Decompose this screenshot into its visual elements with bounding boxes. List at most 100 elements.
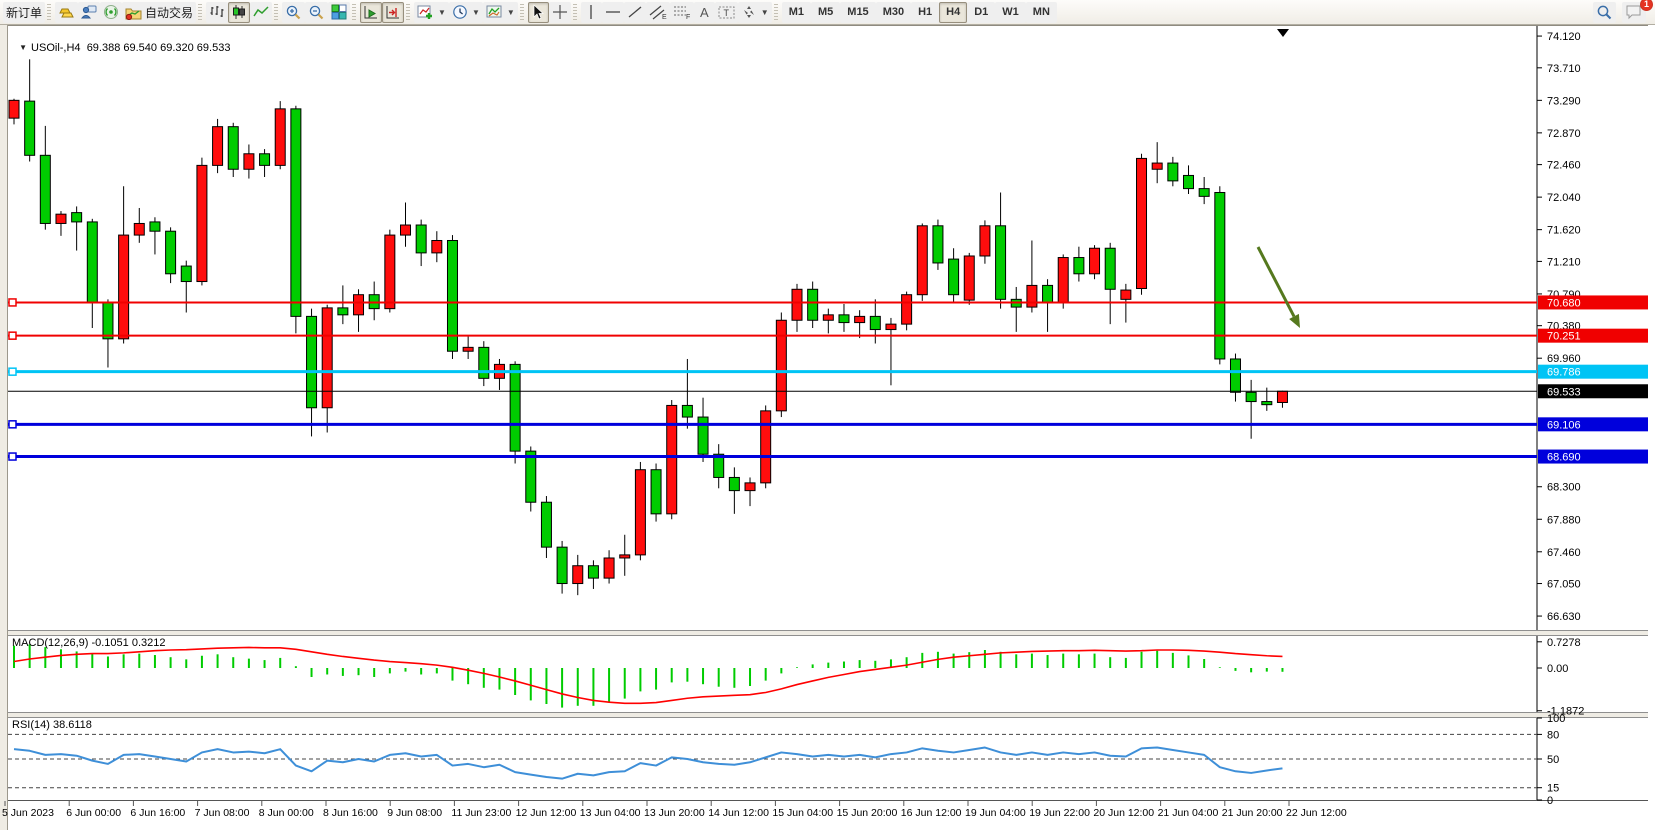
svg-text:9 Jun 08:00: 9 Jun 08:00 [387, 807, 442, 819]
line-anchor-marker[interactable] [8, 298, 17, 307]
timeframe-w1-button[interactable]: W1 [995, 1, 1026, 23]
cursor-icon [533, 4, 545, 20]
timeframe-mn-button[interactable]: MN [1025, 1, 1057, 23]
svg-text:80: 80 [1547, 729, 1559, 741]
auto-scroll-button[interactable] [360, 1, 383, 23]
toolbar-grip [572, 4, 577, 20]
tile-windows-button[interactable] [328, 1, 351, 23]
gold-ingot-icon [59, 8, 74, 17]
svg-text:100: 100 [1547, 713, 1565, 725]
timeframe-m15-button[interactable]: M15 [840, 1, 876, 23]
timeframe-d1-button[interactable]: D1 [967, 1, 996, 23]
templates-button[interactable]: ▼ [482, 1, 518, 23]
svg-text:19 Jun 22:00: 19 Jun 22:00 [1029, 807, 1090, 819]
svg-text:14 Jun 12:00: 14 Jun 12:00 [708, 807, 769, 819]
svg-text:5 Jun 2023: 5 Jun 2023 [2, 807, 54, 819]
crosshair-button[interactable] [548, 1, 571, 23]
zoom-in-icon [286, 5, 301, 20]
svg-text:68.690: 68.690 [1547, 452, 1581, 464]
svg-text:67.460: 67.460 [1547, 547, 1581, 559]
search-button[interactable] [1593, 1, 1616, 23]
timeframe-m30-button[interactable]: M30 [875, 1, 912, 23]
chart-shift-marker[interactable] [1277, 29, 1289, 37]
price-axis[interactable]: 74.120 73.710 73.290 72.870 72.460 72.040 71.6… [1537, 31, 1581, 623]
timeframe-group: M1 M5 M15 M30 H1 H4 D1 W1 MN [781, 1, 1057, 23]
timeframe-h4-button[interactable]: H4 [939, 1, 968, 23]
svg-text:0.7278: 0.7278 [1547, 637, 1581, 649]
price-line-axis-label [1538, 328, 1648, 343]
line-anchor-marker[interactable] [8, 331, 17, 340]
trendline-icon [628, 6, 642, 18]
price-line-axis-label [1538, 364, 1648, 379]
deposit-button[interactable] [55, 1, 79, 23]
zoom-out-button[interactable] [305, 1, 329, 23]
time-axis[interactable]: 5 Jun 2023 6 Jun 00:00 6 Jun 16:00 7 Jun 08… [2, 801, 1347, 819]
new-order-button[interactable]: 新订单 [3, 1, 46, 23]
chart-shift-button[interactable] [382, 1, 405, 23]
channel-button[interactable]: E [645, 1, 670, 23]
text-label-button[interactable]: T [714, 1, 738, 23]
chart-symbol-label[interactable]: ▼ USOil-,H4 69.388 69.540 69.320 69.533 [13, 30, 230, 54]
svg-text:6 Jun 16:00: 6 Jun 16:00 [130, 807, 185, 819]
equidistant-channel-icon: E [649, 5, 667, 20]
text-button[interactable]: A [693, 1, 715, 23]
line-chart-button[interactable] [250, 1, 273, 23]
svg-text:6 Jun 00:00: 6 Jun 00:00 [66, 807, 121, 819]
template-icon [486, 5, 502, 18]
clock-icon [453, 5, 467, 19]
svg-text:50: 50 [1547, 754, 1559, 766]
line-anchor-marker[interactable] [8, 367, 17, 376]
horizontal-line-button[interactable] [601, 1, 624, 23]
price-line-axis-label [1538, 295, 1648, 310]
vertical-line-button[interactable] [580, 1, 602, 23]
notification-badge: 1 [1640, 0, 1653, 11]
indicators-button[interactable]: ▼ [414, 1, 449, 23]
rsi-pane: 100 80 50 150 [8, 713, 1565, 807]
candles-chart-button[interactable] [228, 1, 251, 23]
price-line-axis-label [1538, 384, 1648, 399]
zoom-in-button[interactable] [282, 1, 306, 23]
svg-text:67.050: 67.050 [1547, 579, 1581, 591]
arrows-tool-button[interactable]: ▼ [737, 1, 772, 23]
symbol-name: USOil-,H4 [31, 42, 81, 54]
community-button[interactable] [78, 1, 101, 23]
fibonacci-button[interactable]: F [669, 1, 694, 23]
svg-text:73.290: 73.290 [1547, 95, 1581, 107]
svg-text:19 Jun 04:00: 19 Jun 04:00 [965, 807, 1026, 819]
line-anchor-marker[interactable] [8, 420, 17, 429]
auto-scroll-icon [364, 6, 378, 19]
timeframe-m5-button[interactable]: M5 [811, 1, 841, 23]
timeframe-m1-button[interactable]: M1 [781, 1, 811, 23]
macd-indicator-label: MACD(12,26,9) -0.1051 0.3212 [12, 637, 166, 649]
trendline-button[interactable] [623, 1, 646, 23]
cursor-button[interactable] [527, 1, 549, 23]
svg-text:0: 0 [1547, 795, 1553, 807]
svg-text:67.880: 67.880 [1547, 514, 1581, 526]
svg-text:72.040: 72.040 [1547, 192, 1581, 204]
horizontal-lines-layer[interactable]: 70.680 70.251 69.786 69.533 69.106 68.690 [8, 295, 1648, 464]
trend-arrow-annotation[interactable] [1256, 246, 1300, 328]
toolbar-grip [198, 4, 203, 20]
periods-button[interactable]: ▼ [448, 1, 483, 23]
svg-text:11 Jun 23:00: 11 Jun 23:00 [451, 807, 511, 819]
svg-text:69.533: 69.533 [1547, 386, 1581, 398]
svg-text:72.460: 72.460 [1547, 160, 1581, 172]
svg-text:70.680: 70.680 [1547, 297, 1581, 309]
bars-chart-button[interactable] [206, 1, 229, 23]
auto-trading-icon [125, 8, 142, 20]
svg-text:69.786: 69.786 [1547, 367, 1581, 379]
auto-trading-button[interactable]: 自动交易 [122, 1, 197, 23]
chevron-down-icon: ▼ [471, 7, 480, 17]
toolbar-right-group: 1 [1593, 0, 1653, 23]
line-anchor-marker[interactable] [8, 452, 17, 461]
svg-text:66.630: 66.630 [1547, 611, 1581, 623]
svg-text:20 Jun 12:00: 20 Jun 12:00 [1093, 807, 1154, 819]
auto-trading-label: 自动交易 [145, 5, 194, 20]
candles-chart-icon [233, 5, 246, 19]
svg-text:15 Jun 04:00: 15 Jun 04:00 [772, 807, 833, 819]
toolbar-grip [519, 4, 524, 20]
signals-button[interactable] [100, 1, 123, 23]
timeframe-h1-button[interactable]: H1 [911, 1, 940, 23]
svg-text:68.300: 68.300 [1547, 482, 1581, 494]
